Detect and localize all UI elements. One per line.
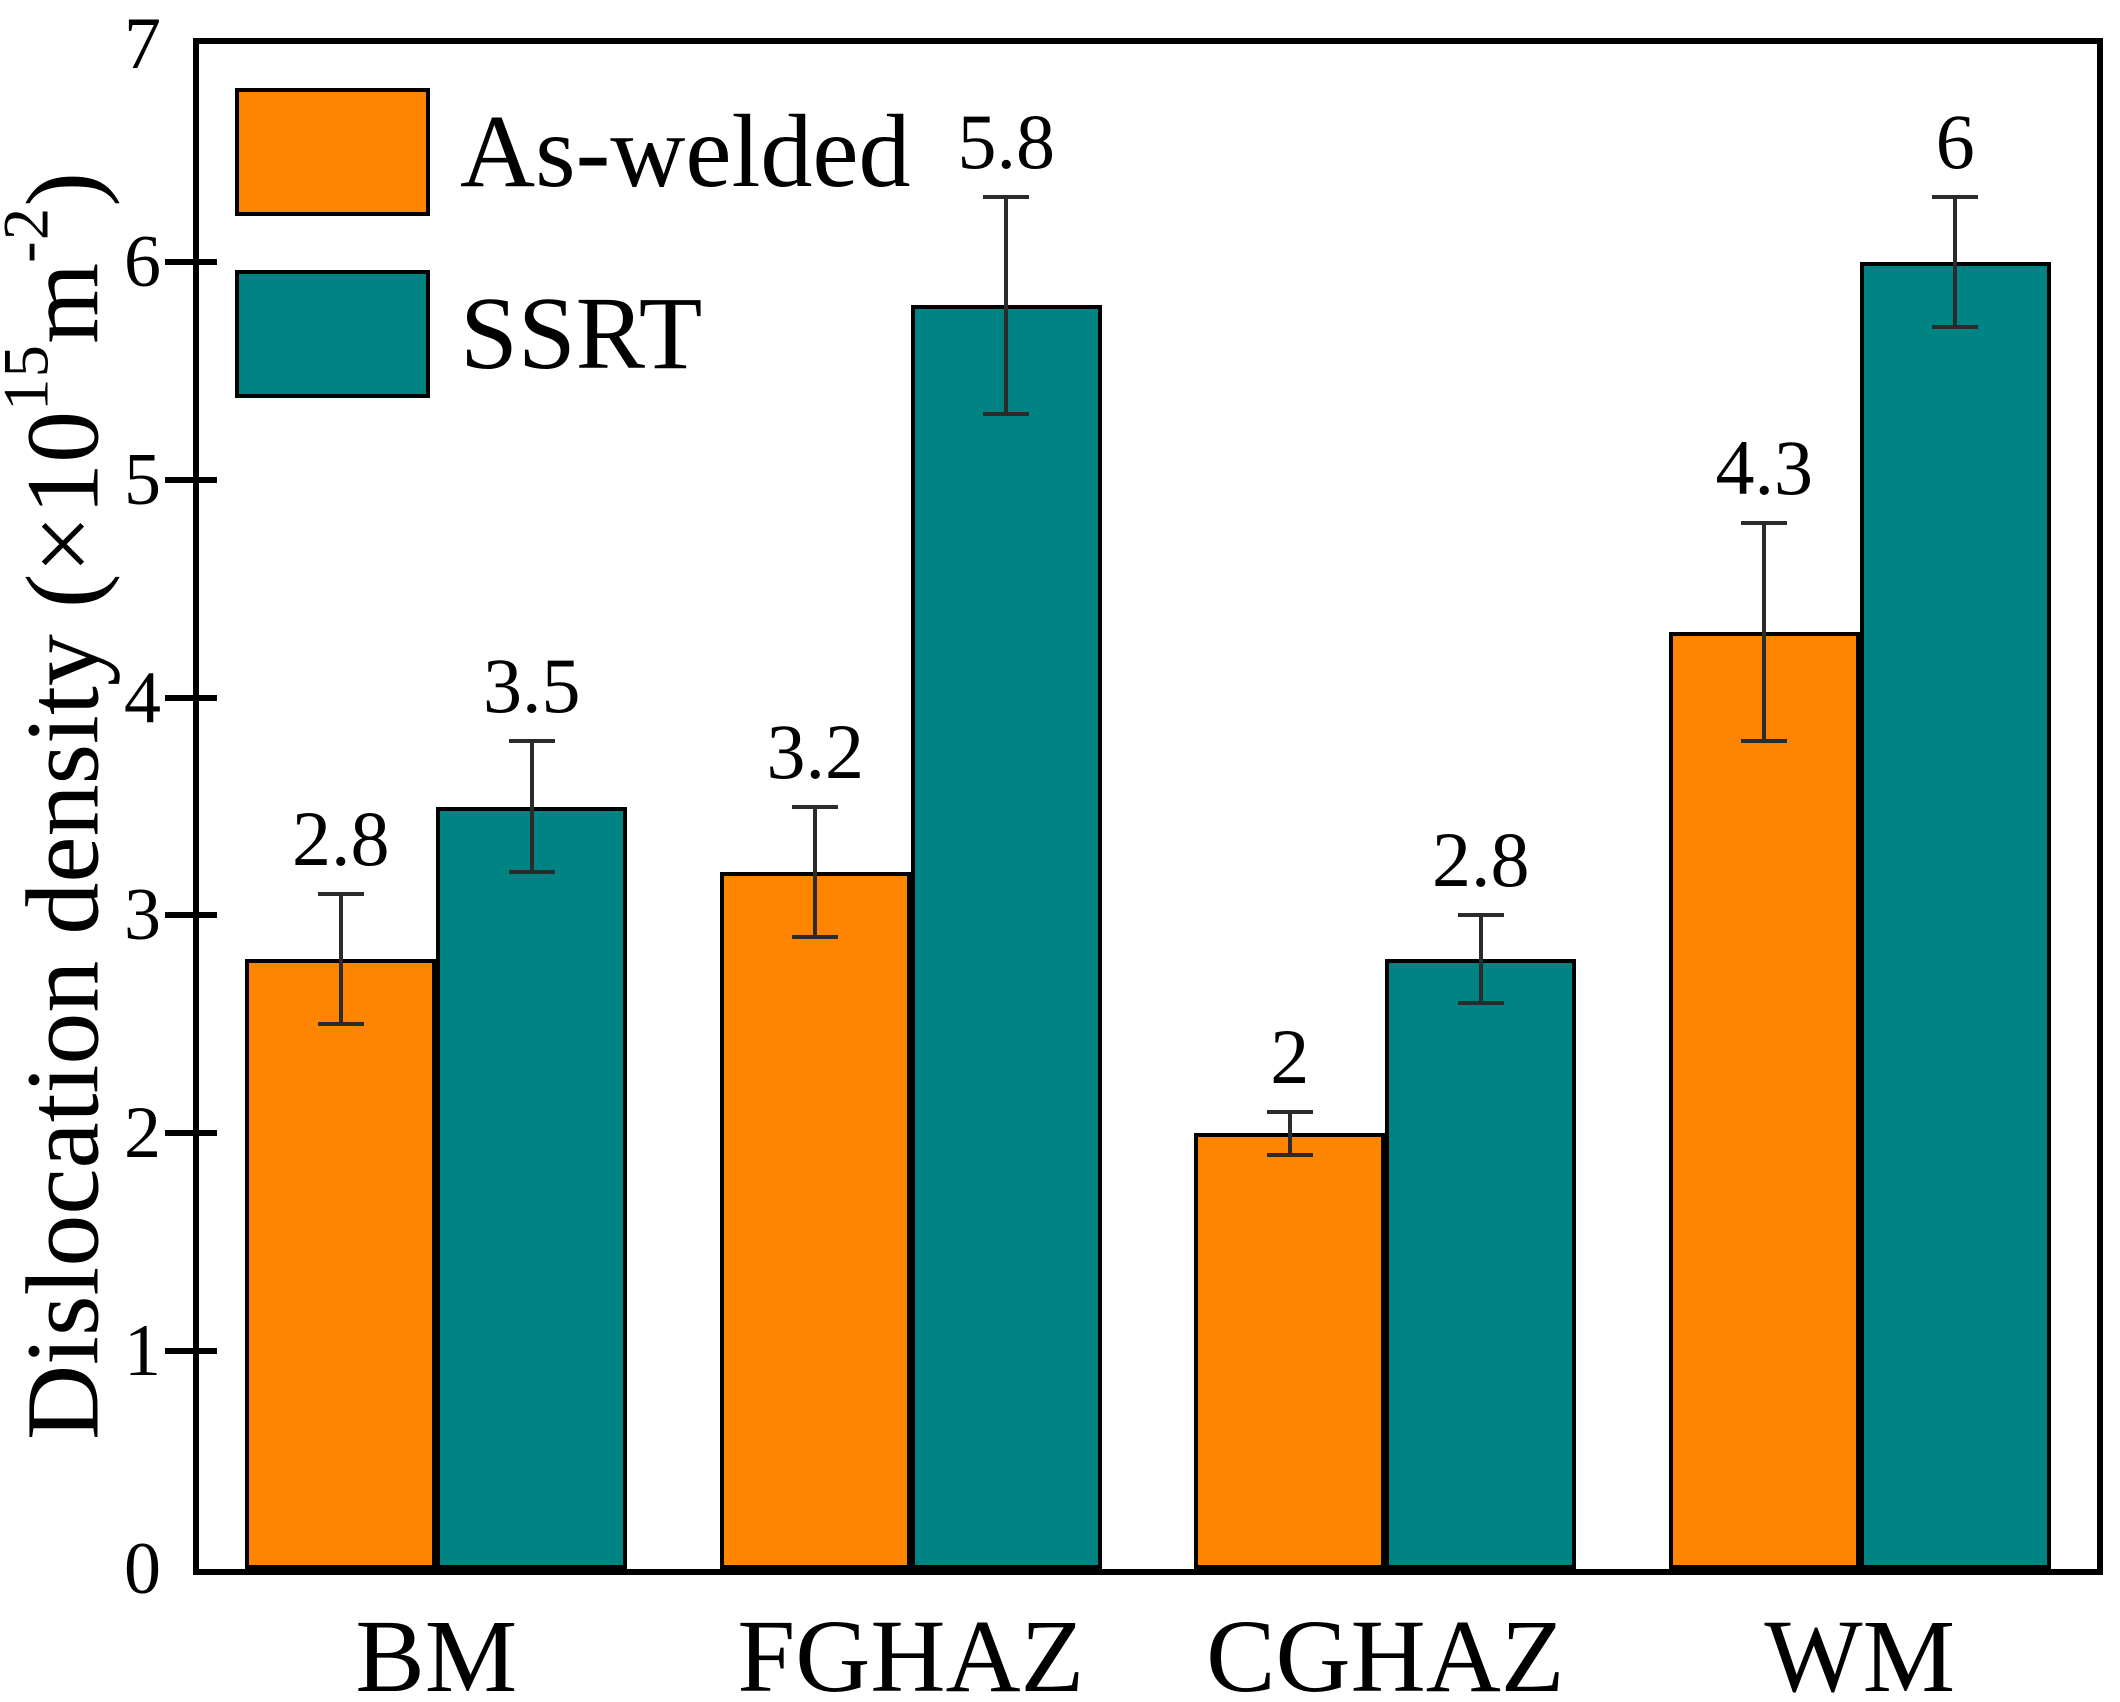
error-bar-cap — [983, 194, 1030, 199]
value-label: 6 — [1935, 97, 1975, 185]
y-axis-tick — [165, 1130, 217, 1137]
x-category-label-bm: BM — [355, 1599, 518, 1702]
y-axis-tick-label: 0 — [124, 1528, 161, 1610]
error-bar-cap — [508, 739, 555, 744]
error-bar — [813, 806, 818, 938]
error-bar-cap — [1932, 194, 1979, 199]
legend: As-welded SSRT — [235, 88, 911, 452]
y-axis-title-close: ) — [5, 171, 121, 207]
error-bar — [1478, 915, 1483, 1003]
value-label: 3.5 — [483, 642, 581, 730]
y-axis-tick — [165, 1348, 217, 1355]
y-axis-title-exponent: 15 — [0, 343, 62, 411]
legend-item-as-welded: As-welded — [235, 88, 911, 216]
x-category-label-cghaz: CGHAZ — [1206, 1599, 1565, 1702]
error-bar — [1762, 523, 1767, 742]
error-bar — [529, 741, 534, 872]
value-label: 5.8 — [957, 97, 1056, 185]
plot-area: As-welded SSRT 0 1 2 3 4 5 6 7 2.8 3.5 3.2 5.8 2 2.8 4.… — [124, 7, 2103, 1606]
bar-as-welded-fghaz — [719, 871, 911, 1569]
error-bar-cap — [792, 935, 839, 940]
x-category-label-fghaz: FGHAZ — [737, 1599, 1085, 1702]
legend-label: As-welded — [460, 94, 911, 209]
x-category-label-wm: WM — [1764, 1599, 1956, 1702]
error-bar — [1953, 196, 1958, 328]
bar-as-welded-cghaz — [1194, 1133, 1386, 1569]
bar-ssrt-cghaz — [1385, 959, 1577, 1569]
y-axis-tick — [165, 912, 217, 919]
y-axis-tick — [165, 258, 217, 265]
error-bar — [1004, 196, 1009, 415]
bar-ssrt-wm — [1859, 261, 2051, 1569]
error-bar-cap — [317, 1022, 364, 1027]
y-axis-tick — [165, 476, 217, 483]
error-bar-cap — [1457, 1000, 1504, 1005]
error-bar-cap — [1741, 521, 1788, 526]
error-bar-cap — [1457, 913, 1504, 918]
error-bar-cap — [508, 869, 555, 874]
error-bar-cap — [1266, 1109, 1313, 1114]
value-label: 2.8 — [1432, 816, 1530, 904]
y-axis-tick-label: 4 — [124, 656, 161, 739]
bar-as-welded-bm — [245, 959, 437, 1569]
error-bar-cap — [792, 804, 839, 809]
error-bar-cap — [317, 891, 364, 896]
y-axis-tick-label: 6 — [124, 220, 161, 303]
error-bar — [338, 893, 343, 1025]
bar-as-welded-wm — [1668, 632, 1860, 1569]
legend-label: SSRT — [460, 276, 703, 391]
bar-ssrt-bm — [436, 806, 628, 1569]
y-axis-title: Dislocation density (×1015m-2) — [0, 172, 120, 1440]
bar-ssrt-fghaz — [910, 305, 1102, 1569]
error-bar — [1287, 1111, 1292, 1156]
y-axis-tick-label: 1 — [124, 1310, 161, 1393]
error-bar-cap — [1932, 325, 1979, 330]
y-axis-tick-label: 7 — [124, 3, 161, 85]
error-bar-cap — [1266, 1153, 1313, 1158]
y-axis-tick — [165, 694, 217, 701]
value-label: 2 — [1270, 1012, 1310, 1100]
error-bar-cap — [1741, 739, 1788, 744]
value-label: 2.8 — [292, 794, 390, 882]
legend-swatch-as-welded — [235, 88, 430, 216]
y-axis-tick-label: 2 — [124, 1092, 161, 1175]
value-label: 3.2 — [766, 707, 865, 795]
y-axis-tick-label: 3 — [124, 874, 161, 957]
value-label: 4.3 — [1715, 424, 1814, 512]
legend-swatch-ssrt — [235, 270, 430, 398]
y-axis-tick-label: 5 — [124, 438, 161, 521]
legend-item-ssrt: SSRT — [235, 270, 911, 398]
error-bar-cap — [983, 412, 1030, 417]
